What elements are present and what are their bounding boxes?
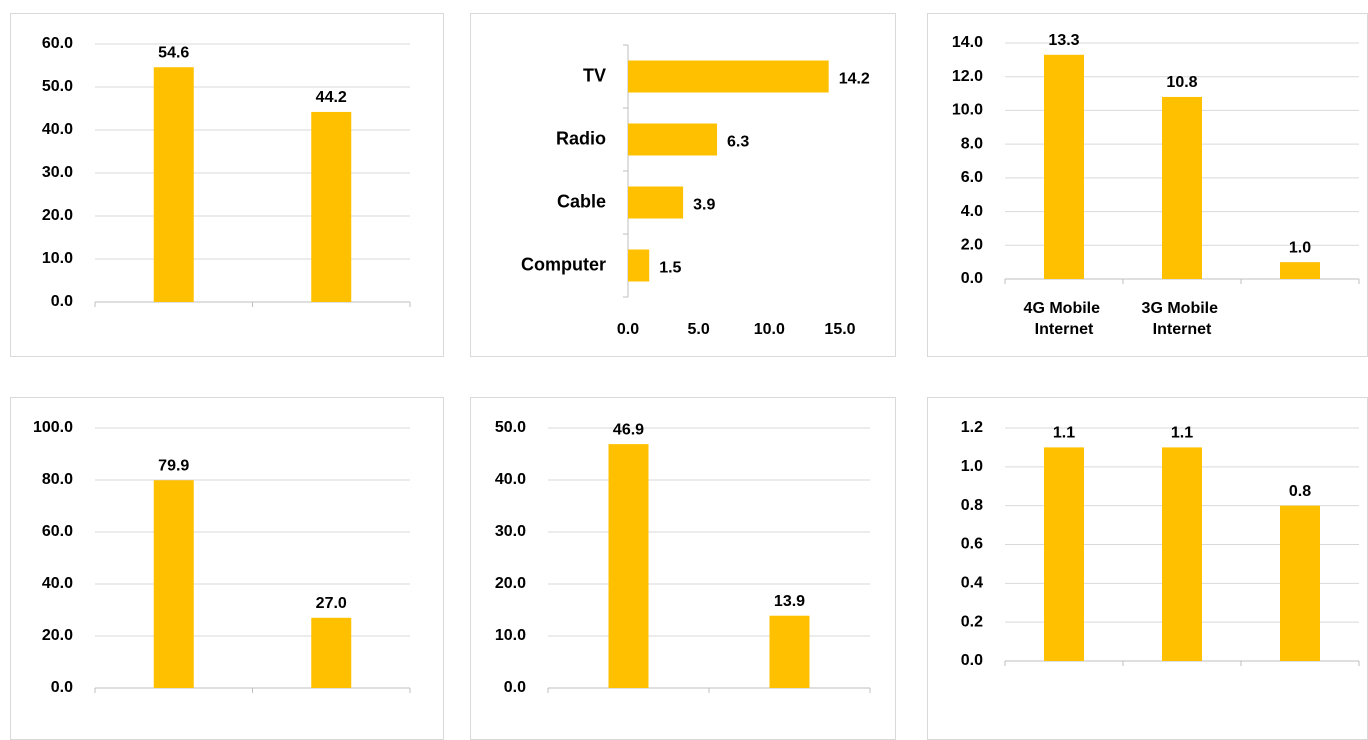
y-tick-label: 50.0 <box>42 78 73 95</box>
y-tick-label: 0.8 <box>961 497 983 514</box>
bar <box>311 111 352 302</box>
x-tick-label-line: Internet <box>1153 321 1212 338</box>
x-tick-label: 10.0 <box>754 321 785 338</box>
y-tick-label: 0.0 <box>504 679 526 696</box>
x-tick-label: 5.0 <box>688 321 710 338</box>
y-tick-label: 14.0 <box>952 34 983 51</box>
y-tick-label: 0.2 <box>961 613 983 630</box>
data-label: 0.8 <box>1289 483 1311 500</box>
x-tick-label-line: 3G Mobile <box>1142 300 1223 317</box>
bar <box>628 249 650 282</box>
y-tick-label: 0.0 <box>961 652 983 669</box>
y-tick-label: 0.0 <box>51 293 73 310</box>
y-tick-label: TV <box>583 65 606 85</box>
y-tick-label: 10.0 <box>495 627 526 644</box>
y-tick-label: 20.0 <box>42 627 73 644</box>
y-tick-label: Cable <box>557 191 606 211</box>
data-label: 54.6 <box>158 44 189 61</box>
y-tick-label: 10.0 <box>952 102 983 119</box>
x-tick-label: 3G Mobile Internet <box>1142 300 1223 338</box>
y-tick-label: 60.0 <box>42 35 73 52</box>
data-label: 14.2 <box>839 71 870 88</box>
data-label: 79.9 <box>158 457 189 474</box>
data-label: 1.1 <box>1171 425 1193 442</box>
bar <box>1280 262 1320 279</box>
y-tick-label: 1.0 <box>961 458 983 475</box>
y-tick-label: 20.0 <box>495 575 526 592</box>
y-tick-label: 8.0 <box>961 135 983 152</box>
y-tick-label: 1.2 <box>961 419 983 436</box>
bar <box>769 615 810 688</box>
y-tick-label: 30.0 <box>495 523 526 540</box>
data-label: 10.8 <box>1166 74 1197 91</box>
y-tick-label: 10.0 <box>42 250 73 267</box>
bar <box>153 67 194 302</box>
y-tick-label: 40.0 <box>42 121 73 138</box>
chart: 0.0 5.0 10.0 15.0 14.2 TV 6.3 Radio 3.9 Cable 1.5 C… <box>470 13 896 357</box>
chart-panel <box>927 13 1368 357</box>
y-tick-label: 20.0 <box>42 207 73 224</box>
y-tick-label: 0.0 <box>51 679 73 696</box>
bar <box>153 480 194 688</box>
y-tick-label: 4.0 <box>961 203 983 220</box>
chart: 0.0 10.0 20.0 30.0 40.0 50.0 46.9 13.9 <box>470 397 896 740</box>
y-tick-label: 40.0 <box>495 471 526 488</box>
bar <box>1044 54 1084 279</box>
y-tick-label: 60.0 <box>42 523 73 540</box>
y-tick-label: 80.0 <box>42 471 73 488</box>
bar <box>628 60 829 93</box>
chart-panel <box>470 397 896 740</box>
chart: 0.0 2.0 4.0 6.0 8.0 10.0 12.0 14.0 13.3 4G Mobile… <box>927 13 1368 357</box>
x-tick-label: 4G Mobile Internet <box>1024 300 1105 338</box>
x-tick-label: 0.0 <box>617 321 639 338</box>
y-tick-label: 50.0 <box>495 419 526 436</box>
x-tick-label-line: Internet <box>1035 321 1094 338</box>
chart-panel <box>10 397 444 740</box>
y-tick-label: 40.0 <box>42 575 73 592</box>
y-tick-label: Computer <box>521 254 606 274</box>
x-tick-label: 15.0 <box>824 321 855 338</box>
bar <box>1162 447 1202 661</box>
bar <box>628 186 684 219</box>
chart: 0.0 10.0 20.0 30.0 40.0 50.0 60.0 54.6 44.2 <box>10 13 444 357</box>
data-label: 46.9 <box>613 421 644 438</box>
data-label: 6.3 <box>727 134 749 151</box>
data-label: 1.5 <box>659 260 681 277</box>
data-label: 13.3 <box>1048 32 1079 49</box>
bar <box>1044 447 1084 661</box>
y-tick-label: 0.6 <box>961 536 983 553</box>
y-tick-label: 2.0 <box>961 237 983 254</box>
bar <box>311 617 352 688</box>
data-label: 3.9 <box>693 197 715 214</box>
y-tick-label: 30.0 <box>42 164 73 181</box>
chart: 0.0 0.2 0.4 0.6 0.8 1.0 1.2 1.1 1.1 0.8 <box>927 397 1368 740</box>
chart: 0.0 20.0 40.0 60.0 80.0 100.0 79.9 27.0 <box>10 397 444 740</box>
y-tick-label: Radio <box>556 128 606 148</box>
data-label: 44.2 <box>316 89 347 106</box>
data-label: 1.0 <box>1289 239 1311 256</box>
bar <box>628 123 718 156</box>
chart-panel <box>10 13 444 357</box>
y-tick-label: 0.4 <box>961 575 983 592</box>
data-label: 1.1 <box>1053 425 1075 442</box>
data-label: 27.0 <box>316 595 347 612</box>
bar <box>608 444 649 688</box>
y-tick-label: 0.0 <box>961 270 983 287</box>
y-tick-label: 12.0 <box>952 68 983 85</box>
x-tick-label-line: 4G Mobile <box>1024 300 1105 317</box>
bar <box>1162 96 1202 279</box>
bar <box>1280 505 1320 661</box>
data-label: 13.9 <box>774 593 805 610</box>
y-tick-label: 6.0 <box>961 169 983 186</box>
y-tick-label: 100.0 <box>33 419 73 436</box>
